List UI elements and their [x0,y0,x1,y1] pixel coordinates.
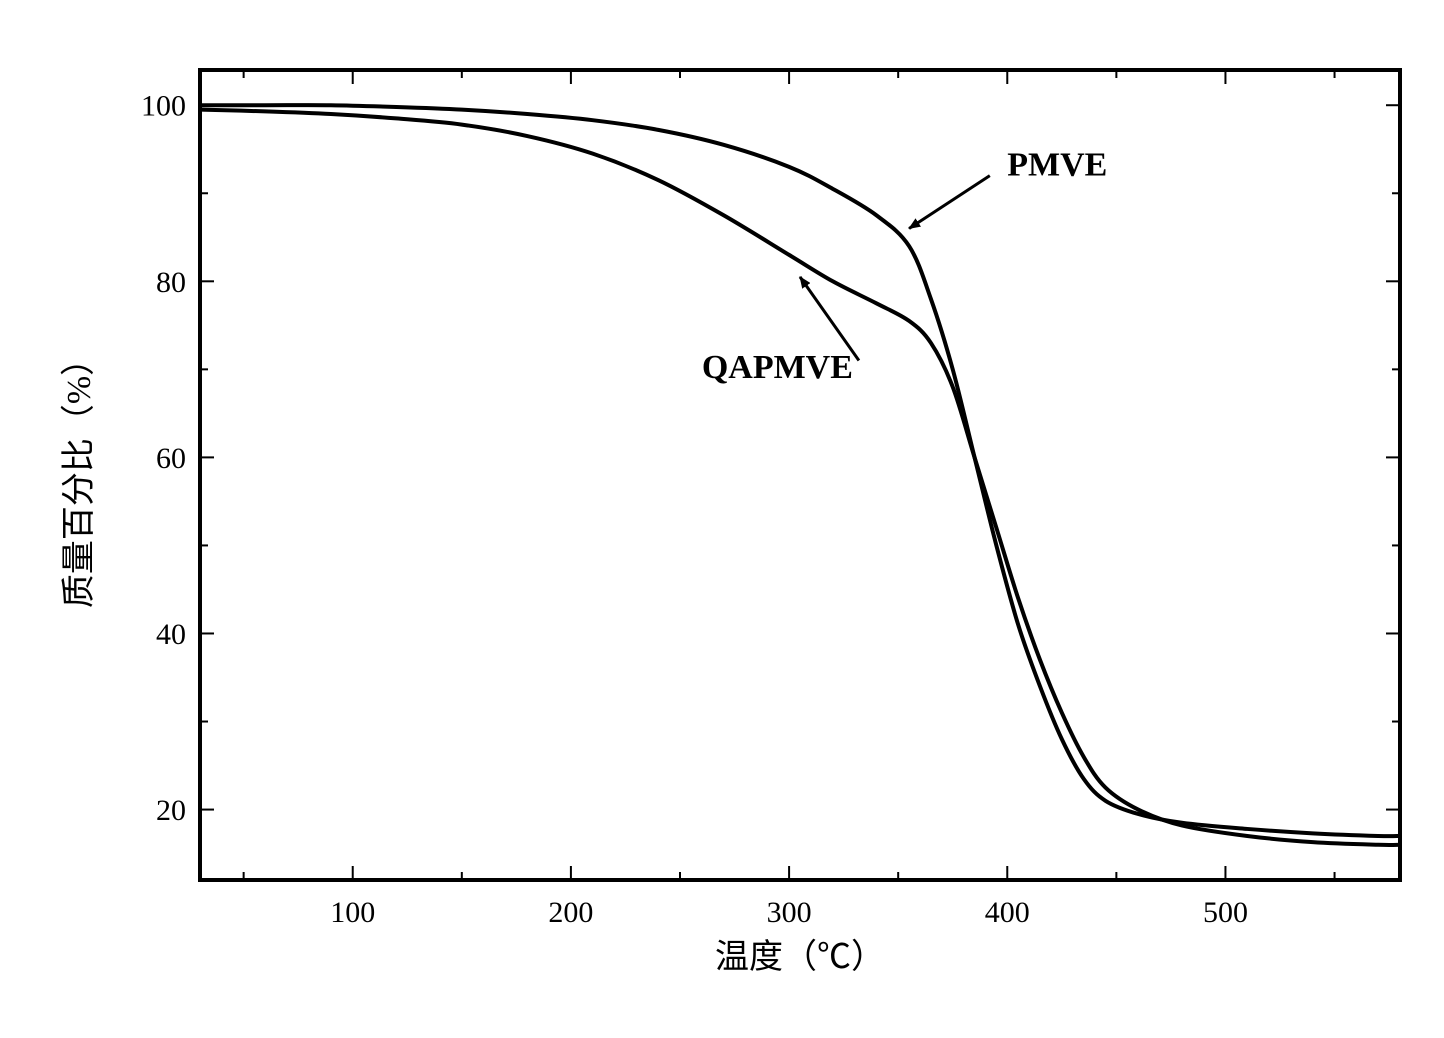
y-tick-label: 40 [156,618,186,651]
y-tick-label: 60 [156,442,186,475]
x-axis-label: 温度（℃） [715,938,885,976]
x-tick-label: 400 [985,896,1030,929]
y-axis-label: 质量百分比（%） [60,342,98,608]
tga-chart: 100 200 300 400 500 20 40 60 80 100 温度（℃） 质量百分比（%） P… [20,20,1444,1013]
annotation-label-pmve: PMVE [1007,147,1107,184]
chart-canvas: 100 200 300 400 500 20 40 60 80 100 温度（℃） 质量百分比（%） P… [20,20,1444,1013]
x-tick-label: 200 [548,896,593,929]
y-tick-label: 80 [156,266,186,299]
y-tick-label: 20 [156,794,186,827]
x-tick-label: 500 [1203,896,1248,929]
y-tick-label: 100 [141,90,186,123]
annotation-label-qapmve: QAPMVE [702,349,853,386]
x-tick-label: 100 [330,896,375,929]
x-tick-label: 300 [767,896,812,929]
